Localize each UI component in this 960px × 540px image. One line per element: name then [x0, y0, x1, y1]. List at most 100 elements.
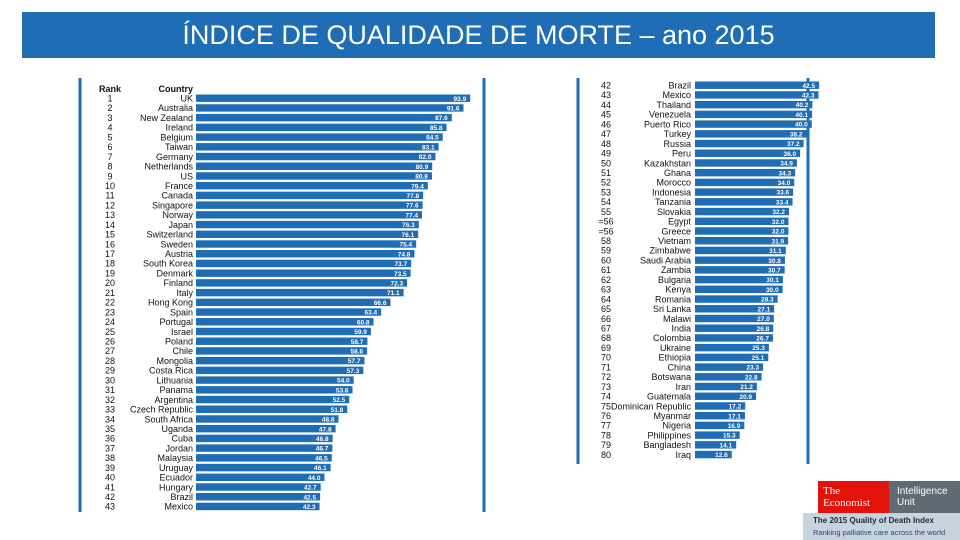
country-label: Nigeria	[662, 421, 691, 431]
rank-label: 62	[601, 275, 611, 285]
country-label: Slovakia	[657, 207, 691, 217]
bar-value-label: 46.7	[316, 446, 329, 453]
bar	[695, 149, 801, 157]
bar-value-label: 57.7	[348, 358, 361, 365]
col-header-country: Country	[159, 84, 194, 94]
logo-economist-line2: Economist	[823, 497, 871, 509]
bar	[695, 324, 774, 332]
rank-label: 78	[601, 430, 611, 440]
country-label: Philippines	[647, 430, 691, 440]
bar-value-label: 57.3	[347, 368, 360, 375]
country-label: Saudi Arabia	[640, 255, 691, 265]
bar-value-label: 30.7	[768, 267, 781, 274]
country-label: Ethiopia	[658, 353, 691, 363]
rank-label: 38	[105, 453, 115, 463]
country-label: Greece	[661, 226, 691, 236]
country-label: Finland	[163, 278, 193, 288]
bar	[695, 402, 746, 410]
bar	[695, 237, 789, 245]
country-label: Chile	[172, 346, 193, 356]
country-label: Jordan	[165, 443, 193, 453]
rank-label: 26	[105, 337, 115, 347]
rank-label: 42	[105, 492, 115, 502]
bar	[196, 104, 464, 112]
bar-value-label: 46.1	[314, 465, 327, 472]
rank-label: 44	[601, 100, 611, 110]
bar-value-label: 52.5	[333, 397, 346, 404]
country-label: Mexico	[662, 90, 691, 100]
rank-label: 27	[105, 346, 115, 356]
rank-label: 14	[105, 220, 115, 230]
bar	[196, 279, 408, 287]
logo-economist-line1: The	[823, 485, 841, 497]
bar-value-label: 28.3	[761, 297, 774, 304]
bar	[695, 295, 778, 303]
economist-logo: The Economist	[818, 481, 889, 513]
bar	[695, 246, 786, 255]
bar-value-label: 51.8	[331, 407, 344, 414]
rank-label: 46	[601, 119, 611, 129]
bar	[196, 308, 382, 316]
rank-label: 16	[105, 239, 115, 249]
bar	[695, 314, 774, 323]
rank-label: 75	[601, 401, 611, 411]
country-label: Cuba	[171, 434, 193, 444]
bar-value-label: 31.1	[769, 248, 782, 255]
bar-value-label: 36.0	[783, 151, 796, 158]
rank-label: 72	[601, 372, 611, 382]
country-label: Mexico	[164, 502, 193, 512]
bar	[695, 334, 773, 342]
country-label: New Zealand	[140, 113, 193, 123]
bar	[196, 123, 447, 132]
rank-label: 53	[601, 187, 611, 197]
bar	[196, 473, 325, 481]
country-label: Panama	[159, 385, 193, 395]
rank-label: =56	[598, 217, 613, 227]
bar	[196, 152, 436, 161]
bar-value-label: 83.1	[422, 144, 435, 151]
bar	[695, 363, 764, 371]
bar-value-label: 80.9	[416, 164, 429, 171]
bar	[196, 366, 364, 375]
bar	[695, 305, 775, 313]
country-label: Poland	[165, 337, 193, 347]
bar	[695, 100, 813, 109]
bar-value-label: 42.3	[303, 504, 316, 511]
bar-value-label: 91.6	[447, 106, 460, 113]
country-label: Kazakhstan	[644, 158, 691, 168]
rank-label: 19	[105, 268, 115, 278]
rank-label: 4	[107, 123, 112, 133]
bar	[695, 421, 745, 430]
bar	[196, 463, 331, 472]
country-label: Spain	[170, 307, 193, 317]
rank-label: 5	[107, 132, 112, 142]
country-label: Malaysia	[157, 453, 193, 463]
country-label: Uganda	[161, 424, 193, 434]
country-label: Singapore	[152, 200, 193, 210]
bar	[196, 191, 424, 200]
bar-value-label: 32.0	[772, 229, 785, 236]
country-label: Dominican Republic	[611, 401, 692, 411]
bar	[196, 347, 368, 355]
bar-value-label: 32.2	[772, 209, 785, 216]
bar-value-label: 31.9	[771, 238, 784, 245]
rank-label: 15	[105, 230, 115, 240]
country-label: Taiwan	[165, 142, 193, 152]
bar	[196, 434, 333, 443]
rank-label: 8	[107, 162, 112, 172]
country-label: Venezuela	[649, 110, 691, 120]
bar-value-label: 73.5	[394, 271, 407, 278]
rank-label: 50	[601, 158, 611, 168]
bar-value-label: 73.7	[395, 261, 408, 268]
bar	[695, 266, 785, 274]
bar-value-label: 53.6	[336, 387, 349, 394]
bar	[695, 373, 762, 381]
bar-value-label: 25.1	[752, 355, 765, 362]
country-label: Tanzania	[655, 197, 691, 207]
bar	[695, 275, 783, 284]
country-label: Costa Rica	[149, 366, 193, 376]
bar-value-label: 40.0	[795, 122, 808, 129]
rank-label: 80	[601, 450, 611, 460]
bar-value-label: 66.6	[374, 300, 387, 307]
bar	[196, 181, 428, 190]
